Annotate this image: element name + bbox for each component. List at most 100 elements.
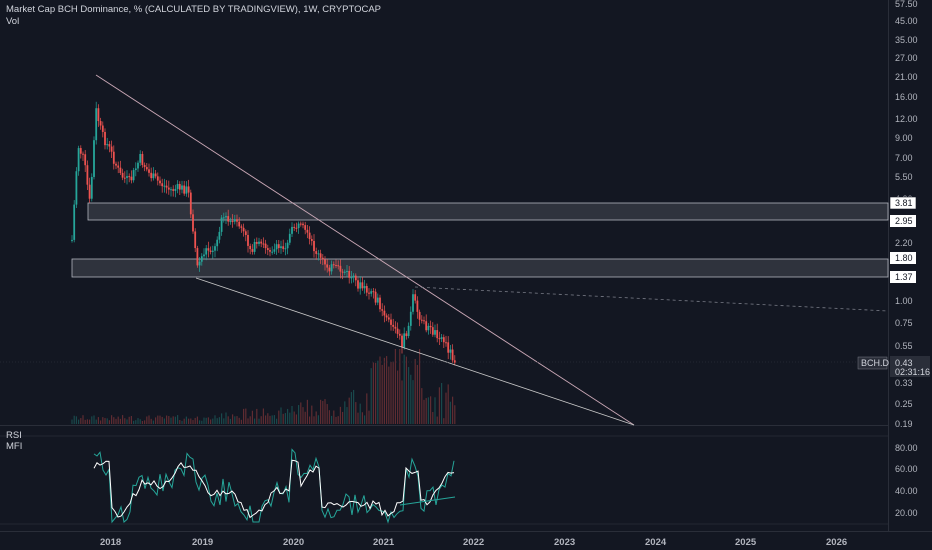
candle-body xyxy=(139,153,142,163)
volume-bar xyxy=(346,407,348,424)
volume-bar xyxy=(392,361,394,424)
volume-bar xyxy=(254,418,256,424)
volume-bar xyxy=(78,419,80,424)
candle-body xyxy=(392,324,395,327)
volume-bar xyxy=(306,399,308,424)
volume-bar xyxy=(291,405,293,424)
rsi-label[interactable]: RSI xyxy=(6,430,22,441)
candle-body xyxy=(216,239,219,247)
volume-bar xyxy=(236,416,238,424)
descending-resistance-line[interactable] xyxy=(95,74,635,426)
volume-bar xyxy=(372,362,374,424)
volume-bar xyxy=(119,418,121,424)
volume-bar xyxy=(304,411,306,424)
candle-body xyxy=(363,286,366,289)
last-price: 0.43 xyxy=(895,358,913,368)
volume-bar xyxy=(122,415,124,424)
zone-badge-lower-top[interactable]: 1.80 xyxy=(890,252,916,264)
volume-bar xyxy=(430,396,432,424)
candle-body xyxy=(383,310,386,316)
candle-body xyxy=(121,172,124,178)
candle-body xyxy=(434,330,436,335)
volume-bar xyxy=(148,415,150,424)
rsi-divergence-line[interactable] xyxy=(399,496,456,506)
candle-body xyxy=(110,146,113,152)
price-tick: 0.75 xyxy=(895,318,913,328)
candle-body xyxy=(104,131,106,146)
volume-label[interactable]: Vol xyxy=(6,16,20,27)
volume-bar xyxy=(260,416,262,424)
volume-bar xyxy=(447,384,449,424)
price-tick: 5.50 xyxy=(895,172,913,182)
candle-body xyxy=(313,240,315,252)
chart-title[interactable]: Market Cap BCH Dominance, % (CALCULATED … xyxy=(6,4,381,15)
zone-badge-upper-bottom[interactable]: 2.95 xyxy=(890,215,916,227)
candle-body xyxy=(97,108,100,122)
svg-text:BCH.D: BCH.D xyxy=(861,358,890,368)
time-label: 2024 xyxy=(645,537,667,548)
time-axis[interactable]: 2018 2019 2020 2021 2022 2023 2024 2025 … xyxy=(100,537,847,548)
volume-bar xyxy=(194,417,196,424)
volume-bar xyxy=(287,408,289,424)
candle-body xyxy=(90,176,93,199)
candle-body xyxy=(196,248,199,266)
oscillator-axis[interactable]: 80.00 60.00 40.00 20.00 xyxy=(895,443,918,518)
candle-body xyxy=(341,271,344,273)
resistance-zone[interactable] xyxy=(87,202,889,221)
symbol-badge[interactable]: BCH.D xyxy=(857,356,890,370)
dashed-projection-line[interactable] xyxy=(414,286,889,312)
volume-bar xyxy=(370,368,372,424)
volume-bar xyxy=(300,402,302,424)
volume-bar xyxy=(207,417,209,424)
volume-bar xyxy=(269,415,271,424)
support-zone[interactable] xyxy=(71,258,889,278)
candle-body xyxy=(401,335,403,348)
candle-body xyxy=(247,235,249,246)
candle-body xyxy=(82,153,84,155)
time-label: 2020 xyxy=(283,537,304,548)
candle-body xyxy=(346,270,348,272)
volume-bar xyxy=(361,412,363,424)
candle-body xyxy=(264,243,267,249)
last-price-badge[interactable]: 0.43 02:31:16 xyxy=(890,356,930,377)
zone-badge-lower-bottom[interactable]: 1.37 xyxy=(890,271,916,283)
candle-body xyxy=(145,167,148,170)
volume-bar xyxy=(71,419,73,424)
candle-body xyxy=(425,321,428,331)
volume-bar xyxy=(102,417,104,424)
volume-bar xyxy=(152,420,154,424)
candle-body xyxy=(176,183,179,189)
candle-body xyxy=(438,338,441,340)
volume-bar xyxy=(133,420,135,424)
volume-bar xyxy=(405,356,407,424)
candle-body xyxy=(319,253,322,258)
volume-bar xyxy=(449,401,451,424)
volume-bar xyxy=(177,415,179,424)
volume-bar xyxy=(353,389,355,424)
volume-bar xyxy=(388,366,390,424)
volume-bar xyxy=(284,413,286,424)
osc-tick: 40.00 xyxy=(895,486,918,496)
mfi-label[interactable]: MFI xyxy=(6,441,23,452)
candle-body xyxy=(200,256,203,262)
volume-bar xyxy=(166,415,168,424)
zone-badge-upper-top[interactable]: 3.81 xyxy=(889,196,917,210)
volume-bar xyxy=(445,392,447,424)
volume-bar xyxy=(273,415,275,424)
volume-bar xyxy=(262,408,264,424)
volume-bar xyxy=(100,420,102,424)
svg-text:1.80: 1.80 xyxy=(895,253,913,263)
candle-body xyxy=(324,259,326,265)
candle-body xyxy=(181,185,183,190)
volume-bar xyxy=(322,400,324,424)
volume-bar xyxy=(73,415,75,424)
descending-support-line[interactable] xyxy=(195,277,635,426)
candle-body xyxy=(273,249,276,252)
price-tick: 45.00 xyxy=(895,16,918,26)
volume-bar xyxy=(113,417,115,424)
volume-bar xyxy=(155,417,157,424)
price-tick: 7.00 xyxy=(895,153,913,163)
bar-countdown: 02:31:16 xyxy=(895,367,930,377)
volume-bar xyxy=(183,418,185,424)
